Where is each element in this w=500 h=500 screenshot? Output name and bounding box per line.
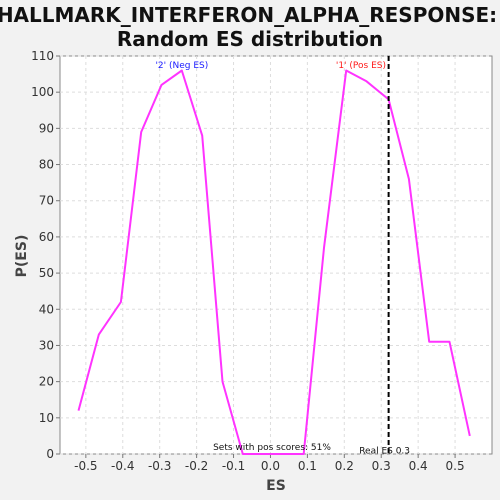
y-tick-label: 100 [31, 85, 54, 99]
y-tick-label: 30 [39, 338, 54, 352]
x-tick-label: 0.3 [372, 459, 391, 473]
x-tick-label: 0.4 [409, 459, 428, 473]
x-tick-label: -0.3 [148, 459, 171, 473]
y-tick-label: 80 [39, 158, 54, 172]
x-tick-label: -0.5 [74, 459, 97, 473]
x-tick-label: -0.1 [222, 459, 245, 473]
x-axis-label: ES [266, 478, 286, 494]
distribution-line [77, 69, 471, 455]
series-group [77, 69, 471, 455]
pos-es-label: '1' (Pos ES) [336, 61, 386, 71]
chart-title-line2: Random ES distribution [117, 27, 383, 51]
x-tick-label: 0.2 [335, 459, 354, 473]
y-tick-label: 20 [39, 375, 54, 389]
axis-ticks: -0.5 -0.4 -0.3 -0.2 -0.1 0.0 0.1 0.2 0.3 0.4 0.5 0 1… [31, 49, 465, 473]
y-tick-label: 70 [39, 194, 54, 208]
y-tick-label: 50 [39, 266, 54, 280]
y-axis-label: P(ES) [14, 235, 30, 278]
y-tick-label: 40 [39, 302, 54, 316]
plot-area [59, 55, 493, 455]
chart-title-line1: HALLMARK_INTERFERON_ALPHA_RESPONSE: [0, 3, 497, 27]
x-tick-label: -0.2 [185, 459, 208, 473]
y-tick-label: 90 [39, 121, 54, 135]
y-tick-label: 0 [46, 447, 54, 461]
pos-scores-label: Sets with pos scores: 51% [213, 443, 331, 453]
y-tick-label: 10 [39, 411, 54, 425]
y-tick-label: 110 [31, 49, 54, 63]
x-tick-label: 0.1 [298, 459, 317, 473]
x-tick-label: 0.0 [261, 459, 280, 473]
annotations: '2' (Neg ES) '1' (Pos ES) Sets with pos sc… [155, 56, 410, 457]
x-tick-label: -0.4 [111, 459, 134, 473]
neg-es-label: '2' (Neg ES) [155, 61, 208, 71]
real-es-label: Real ES 0.3 [359, 447, 410, 457]
x-tick-label: 0.5 [446, 459, 465, 473]
y-tick-label: 60 [39, 230, 54, 244]
grid [60, 55, 492, 455]
